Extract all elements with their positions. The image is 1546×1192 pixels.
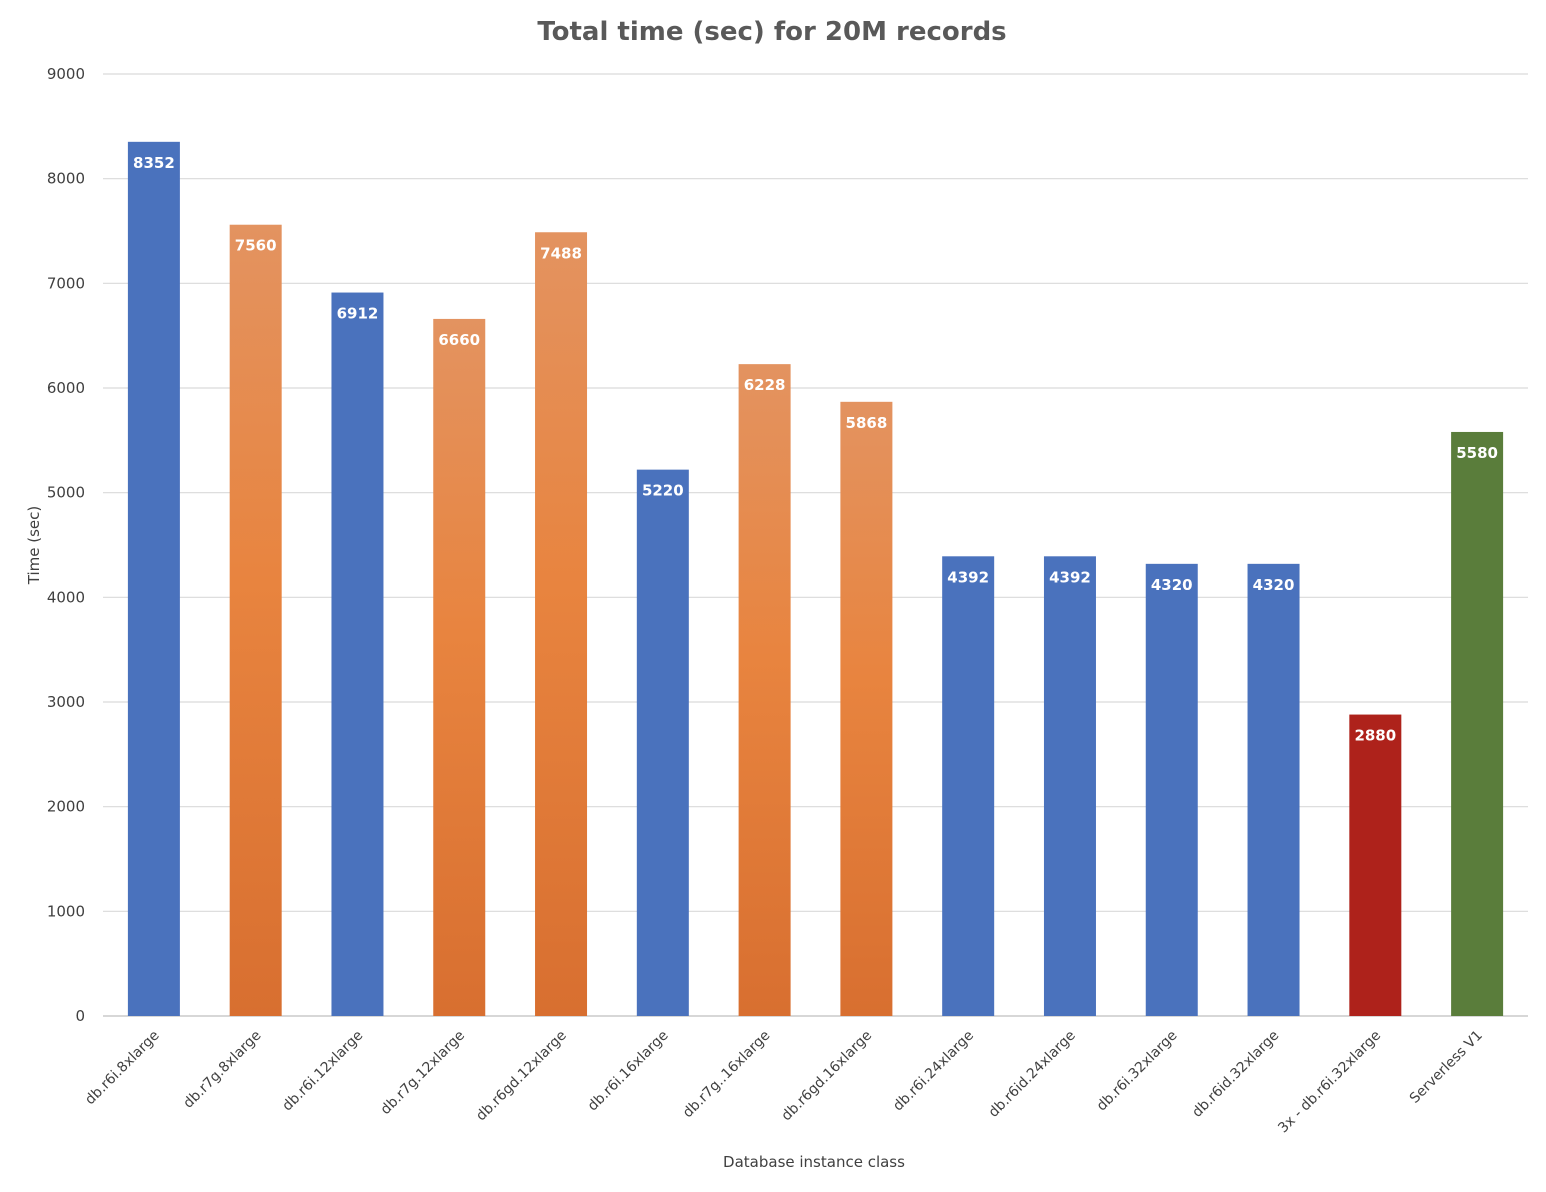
bar <box>535 232 588 1017</box>
gridlines <box>103 73 1528 1017</box>
bar <box>840 401 893 1016</box>
bar <box>331 292 384 1016</box>
data-label: 6660 <box>438 331 480 349</box>
x-tick-label: db.r6id.32xlarge <box>1189 1028 1282 1121</box>
x-tick-label: db.r6i.16xlarge <box>585 1028 672 1115</box>
bar <box>1145 563 1198 1016</box>
data-label: 6228 <box>744 376 786 394</box>
data-label: 4320 <box>1151 576 1193 594</box>
x-tick-label: db.r7g.12xlarge <box>378 1028 468 1118</box>
y-tick-label: 8000 <box>47 170 85 188</box>
x-tick-label: db.r7g..16xlarge <box>680 1028 774 1122</box>
bar <box>127 141 180 1017</box>
y-tick-label: 0 <box>75 1007 85 1025</box>
data-label: 4320 <box>1253 576 1295 594</box>
bar <box>636 469 689 1016</box>
x-tick-label: db.r6i.12xlarge <box>279 1028 366 1115</box>
data-label: 8352 <box>133 154 175 172</box>
y-tick-label: 1000 <box>47 902 85 920</box>
y-axis-title: Time (sec) <box>25 506 43 585</box>
data-label: 5580 <box>1456 444 1498 462</box>
bar <box>433 318 486 1016</box>
y-axis-ticks: 0 1000 2000 3000 4000 5000 6000 7000 8000 9000 <box>47 65 85 1025</box>
data-label: 5868 <box>846 414 888 432</box>
data-label: 6912 <box>337 305 379 323</box>
x-tick-label: db.r6id.24xlarge <box>986 1028 1079 1121</box>
y-tick-label: 6000 <box>47 379 85 397</box>
x-tick-label: 3x - db.r6i.32xlarge <box>1275 1028 1384 1137</box>
y-tick-label: 3000 <box>47 693 85 711</box>
x-tick-label: db.r6gd.12xlarge <box>473 1028 570 1125</box>
bar <box>1043 556 1096 1016</box>
data-label: 4392 <box>1049 568 1091 586</box>
x-tick-label: db.r6i.24xlarge <box>890 1028 977 1115</box>
bar <box>1247 563 1300 1016</box>
data-label: 7488 <box>540 244 582 262</box>
y-tick-label: 4000 <box>47 588 85 606</box>
bar <box>738 364 791 1016</box>
data-label: 4392 <box>947 568 989 586</box>
x-tick-label: db.r6i.32xlarge <box>1094 1028 1181 1115</box>
y-tick-label: 7000 <box>47 274 85 292</box>
bar <box>1451 431 1504 1017</box>
bar <box>942 556 995 1016</box>
x-axis-ticks: db.r6i.8xlarge db.r7g.8xlarge db.r6i.12xla… <box>82 1028 1486 1137</box>
chart-title: Total time (sec) for 20M records <box>537 17 1006 47</box>
y-tick-label: 5000 <box>47 484 85 502</box>
bars <box>127 141 1504 1017</box>
x-tick-label: db.r6gd.16xlarge <box>779 1028 876 1125</box>
y-tick-label: 2000 <box>47 798 85 816</box>
x-tick-label: db.r7g.8xlarge <box>180 1028 264 1112</box>
x-tick-label: Serverless V1 <box>1407 1028 1486 1107</box>
data-label: 7560 <box>235 237 277 255</box>
x-axis-title: Database instance class <box>723 1153 905 1171</box>
data-label: 5220 <box>642 482 684 500</box>
bar <box>1349 714 1402 1016</box>
data-labels: 8352 7560 6912 6660 7488 5220 6228 5868 4392 4392… <box>133 154 1498 745</box>
bar <box>229 224 282 1017</box>
data-label: 2880 <box>1354 727 1396 745</box>
y-tick-label: 9000 <box>47 65 85 83</box>
x-tick-label: db.r6i.8xlarge <box>82 1028 163 1109</box>
